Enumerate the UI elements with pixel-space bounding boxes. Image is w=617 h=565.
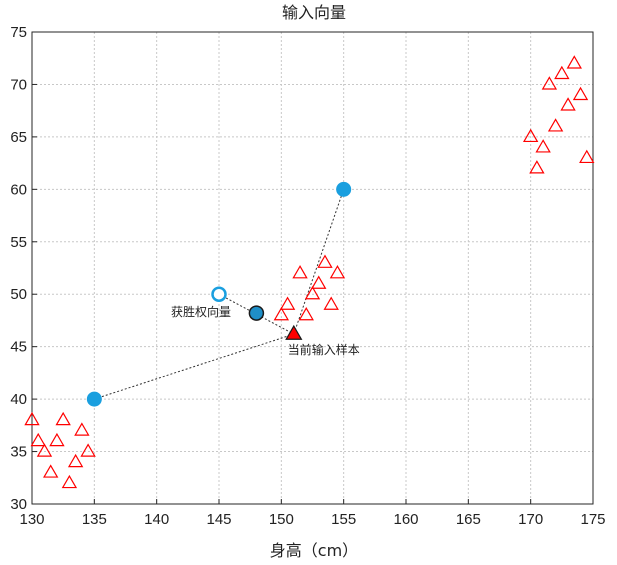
neuron-point [86,391,102,407]
data-point-triangle [80,443,96,457]
winner-weight-point [211,286,227,302]
x-axis-label: 身高（cm） [270,541,358,560]
x-tick-label: 140 [144,511,169,528]
data-point-triangle [279,296,296,310]
updated-weight-point [248,305,265,321]
data-point-triangle [43,464,59,478]
y-tick-label: 65 [10,129,27,146]
x-tick-label: 165 [456,511,481,528]
data-point-triangle [304,286,321,300]
data-point-triangle [36,443,53,457]
x-tick-label: 160 [393,511,418,528]
y-tick-label: 35 [10,444,27,461]
data-point-triangle [298,306,314,321]
data-point-triangle [541,76,558,90]
data-point-triangle [535,139,551,153]
x-tick-label: 135 [82,511,107,528]
chart-title: 输入向量 [282,3,346,22]
data-point-triangle [566,55,582,69]
data-point-triangle [317,254,333,268]
x-tick-label: 145 [206,511,231,528]
data-point-triangle [311,275,327,289]
data-point-triangle [547,118,564,132]
y-tick-label: 75 [10,24,27,41]
data-point-triangle [292,265,308,279]
data-point-triangle [74,422,90,436]
data-point-triangle [572,86,589,101]
input-sample-annotation: 当前输入样本 [288,342,360,357]
data-point-triangle [522,128,539,143]
data-points [24,55,595,489]
winner-annotation: 获胜权向量 [171,304,231,319]
connection-line [94,333,294,400]
special-points [86,181,352,407]
y-tick-label: 70 [10,76,27,93]
data-point-triangle [61,474,78,489]
data-point-triangle [273,306,290,321]
data-point-triangle [49,432,65,447]
axes: 130 135 140 145 150 155 160 165 170 175 30 35 40 45 50… [10,24,605,528]
data-point-triangle [55,411,71,426]
x-tick-label: 155 [331,511,356,528]
x-tick-label: 170 [518,511,543,528]
y-tick-label: 30 [10,496,27,513]
data-point-triangle [323,296,339,310]
input-sample-point [285,324,303,340]
data-point-triangle [329,265,346,279]
data-point-triangle [30,432,46,447]
data-point-triangle [529,160,545,174]
data-point-triangle [579,149,595,164]
data-point-triangle [24,411,40,426]
x-tick-label: 130 [19,511,44,528]
y-tick-label: 40 [10,391,27,408]
y-tick-label: 45 [10,339,27,356]
data-point-triangle [67,453,84,468]
connection-lines [94,189,345,400]
connection-line [293,189,345,335]
data-point-triangle [554,65,570,80]
x-tick-label: 150 [269,511,294,528]
x-tick-label: 175 [580,511,605,528]
neuron-point [336,181,352,197]
plot-frame [31,31,594,505]
y-tick-label: 55 [10,234,27,251]
y-tick-label: 60 [10,181,27,198]
y-tick-label: 50 [10,286,27,303]
data-point-triangle [560,97,576,111]
